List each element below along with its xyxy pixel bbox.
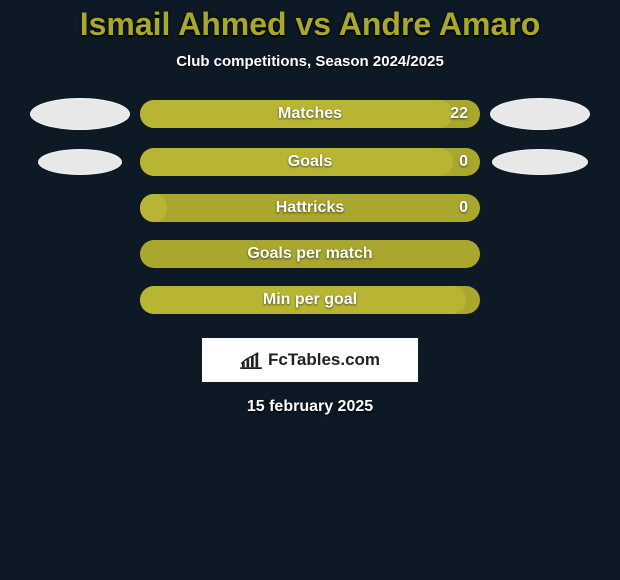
stat-label: Goals per match [247,245,372,263]
stat-row: Min per goal [20,286,600,314]
stat-bar: Matches 22 [140,100,480,128]
player-marker-left [38,149,122,175]
snapshot-date: 15 february 2025 [247,398,373,416]
stat-bar: Min per goal [140,286,480,314]
comparison-card: Ismail Ahmed vs Andre Amaro Club competi… [0,0,620,416]
right-marker-slot [480,98,600,130]
left-marker-slot [20,149,140,175]
stat-value: 0 [459,194,468,222]
stat-value: 22 [450,100,468,128]
page-subtitle: Club competitions, Season 2024/2025 [176,53,444,70]
stat-value: 0 [459,148,468,176]
site-logo-text: FcTables.com [268,350,380,370]
player-marker-right [490,98,590,130]
stat-bar: Goals 0 [140,148,480,176]
stat-label: Min per goal [263,291,357,309]
site-logo[interactable]: FcTables.com [202,338,418,382]
stat-row: Matches 22 [20,98,600,130]
stat-bar: Hattricks 0 [140,194,480,222]
player-marker-left [30,98,130,130]
player-marker-right [492,149,588,175]
stat-row: Goals per match [20,240,600,268]
stat-bar-fill [140,194,167,222]
left-marker-slot [20,98,140,130]
stat-label: Hattricks [276,199,344,217]
stat-label: Matches [278,105,342,123]
right-marker-slot [480,149,600,175]
page-title: Ismail Ahmed vs Andre Amaro [80,6,541,43]
stat-row: Hattricks 0 [20,194,600,222]
stat-row: Goals 0 [20,148,600,176]
stat-bar: Goals per match [140,240,480,268]
stat-label: Goals [288,153,332,171]
chart-icon [240,351,262,369]
stat-rows: Matches 22 Goals 0 Hattricks 0 Goals per match… [20,98,600,332]
